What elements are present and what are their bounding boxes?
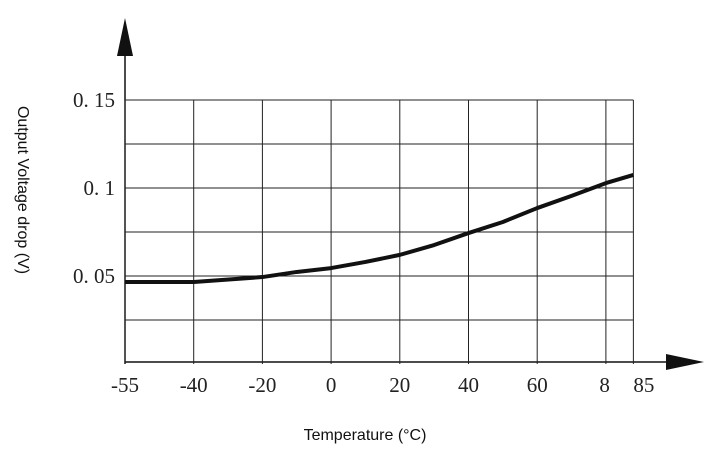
x-axis-label: Temperature (°C)	[304, 427, 427, 444]
x-tick-label: -40	[180, 373, 208, 397]
x-tick-label: 0	[326, 373, 337, 397]
x-tick-label: 8	[599, 373, 610, 397]
x-tick-label: 60	[527, 373, 548, 397]
y-tick-label: 0. 1	[84, 176, 116, 200]
x-tick-label: -55	[111, 373, 139, 397]
x-tick-label: -20	[248, 373, 276, 397]
y-tick-label: 0. 05	[73, 264, 115, 288]
x-axis-arrow	[666, 354, 704, 370]
y-tick-label: 0. 15	[73, 88, 115, 112]
y-axis-label: Output Voltage drop (V)	[14, 106, 31, 274]
x-tick-label: 85	[633, 373, 654, 397]
x-tick-label: 40	[458, 373, 479, 397]
y-axis-arrow	[117, 18, 133, 56]
data-line	[125, 173, 634, 284]
x-tick-label: 20	[389, 373, 410, 397]
